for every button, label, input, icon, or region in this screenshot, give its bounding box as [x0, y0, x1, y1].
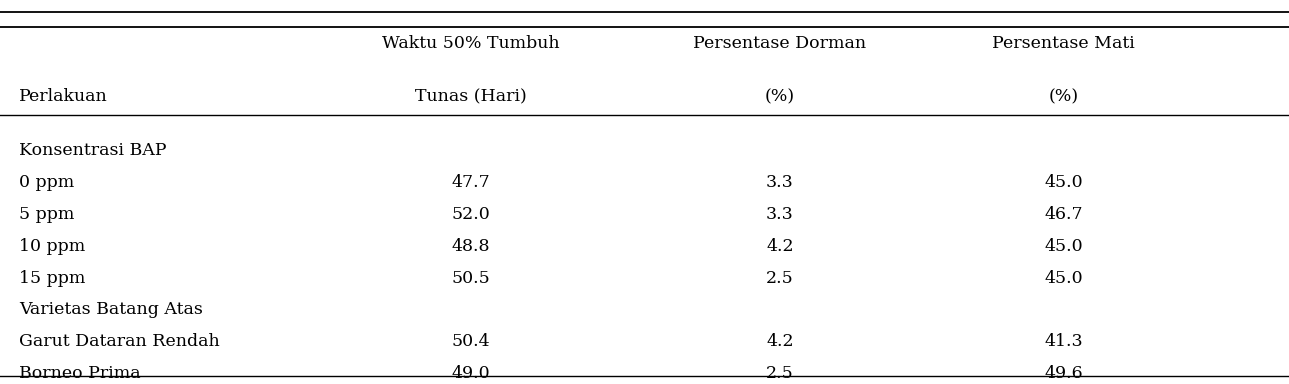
Text: 3.3: 3.3 — [766, 174, 794, 191]
Text: 10 ppm: 10 ppm — [19, 238, 85, 255]
Text: Perlakuan: Perlakuan — [19, 88, 108, 105]
Text: 49.0: 49.0 — [451, 365, 490, 382]
Text: 49.6: 49.6 — [1044, 365, 1083, 382]
Text: (%): (%) — [1048, 88, 1079, 105]
Text: 0 ppm: 0 ppm — [19, 174, 75, 191]
Text: Tunas (Hari): Tunas (Hari) — [415, 88, 526, 105]
Text: 41.3: 41.3 — [1044, 333, 1083, 350]
Text: 47.7: 47.7 — [451, 174, 490, 191]
Text: 50.4: 50.4 — [451, 333, 490, 350]
Text: 45.0: 45.0 — [1044, 270, 1083, 286]
Text: Persentase Dorman: Persentase Dorman — [693, 35, 866, 51]
Text: Garut Dataran Rendah: Garut Dataran Rendah — [19, 333, 220, 350]
Text: 48.8: 48.8 — [451, 238, 490, 255]
Text: 5 ppm: 5 ppm — [19, 206, 75, 223]
Text: 45.0: 45.0 — [1044, 238, 1083, 255]
Text: Konsentrasi BAP: Konsentrasi BAP — [19, 142, 166, 159]
Text: 52.0: 52.0 — [451, 206, 490, 223]
Text: 50.5: 50.5 — [451, 270, 490, 286]
Text: 45.0: 45.0 — [1044, 174, 1083, 191]
Text: Persentase Mati: Persentase Mati — [993, 35, 1134, 51]
Text: (%): (%) — [764, 88, 795, 105]
Text: 46.7: 46.7 — [1044, 206, 1083, 223]
Text: 4.2: 4.2 — [766, 238, 794, 255]
Text: Varietas Batang Atas: Varietas Batang Atas — [19, 301, 204, 318]
Text: 2.5: 2.5 — [766, 365, 794, 382]
Text: Waktu 50% Tumbuh: Waktu 50% Tumbuh — [382, 35, 559, 51]
Text: 4.2: 4.2 — [766, 333, 794, 350]
Text: 3.3: 3.3 — [766, 206, 794, 223]
Text: 2.5: 2.5 — [766, 270, 794, 286]
Text: 15 ppm: 15 ppm — [19, 270, 85, 286]
Text: Borneo Prima: Borneo Prima — [19, 365, 141, 382]
